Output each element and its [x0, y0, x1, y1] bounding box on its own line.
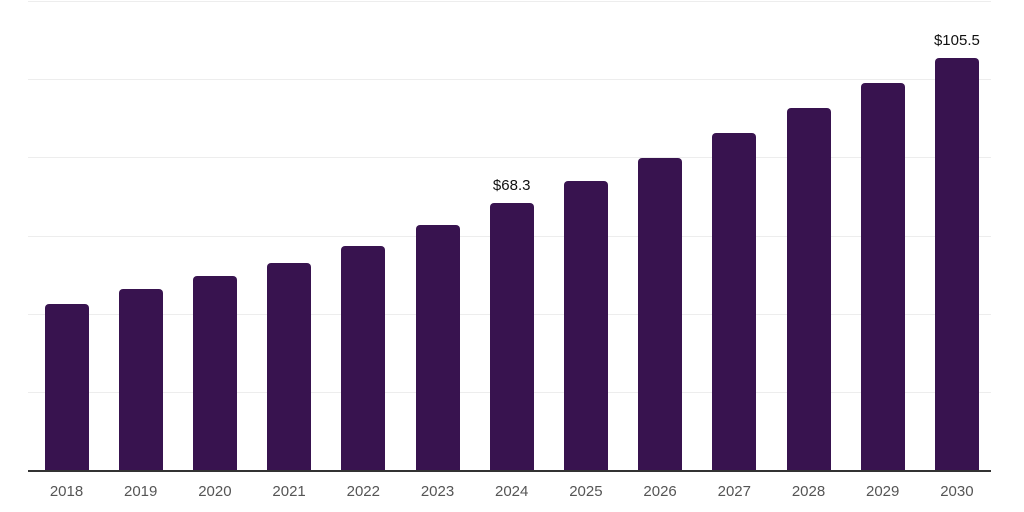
value-label-2030: $105.5 — [933, 31, 980, 49]
bar-2018 — [44, 303, 89, 470]
x-tick-label-2020: 2020 — [198, 483, 232, 500]
bar-2021 — [267, 263, 312, 470]
bar-2022 — [341, 246, 386, 470]
bar-2028 — [786, 108, 831, 470]
x-tick-label-2024: 2024 — [495, 483, 529, 500]
value-label-2024: $68.3 — [492, 177, 531, 195]
x-tick-label-2030: 2030 — [940, 483, 974, 500]
x-axis-line — [28, 470, 991, 472]
x-tick-label-2018: 2018 — [49, 483, 84, 500]
bar-2019 — [118, 289, 163, 470]
x-tick-label-2022: 2022 — [346, 483, 380, 500]
bar-2025 — [563, 180, 608, 470]
x-tick-label-2027: 2027 — [717, 483, 751, 500]
x-tick-label-2029: 2029 — [866, 483, 900, 500]
x-tick-label-2026: 2026 — [643, 483, 677, 500]
x-tick-label-2021: 2021 — [272, 483, 306, 500]
gridline — [28, 157, 991, 159]
x-tick-label-2028: 2028 — [791, 483, 826, 500]
x-tick-label-2023: 2023 — [420, 483, 455, 500]
bar-2027 — [712, 133, 757, 470]
bar-2026 — [638, 158, 683, 470]
x-tick-label-2019: 2019 — [124, 483, 158, 500]
bar-2023 — [415, 224, 460, 470]
bar-2024 — [489, 203, 534, 470]
bar-2030 — [934, 57, 979, 470]
gridline — [28, 79, 991, 81]
bar-2029 — [860, 83, 905, 470]
x-tick-label-2025: 2025 — [569, 483, 603, 500]
gridline — [28, 1, 991, 2]
bar-2020 — [192, 276, 237, 470]
